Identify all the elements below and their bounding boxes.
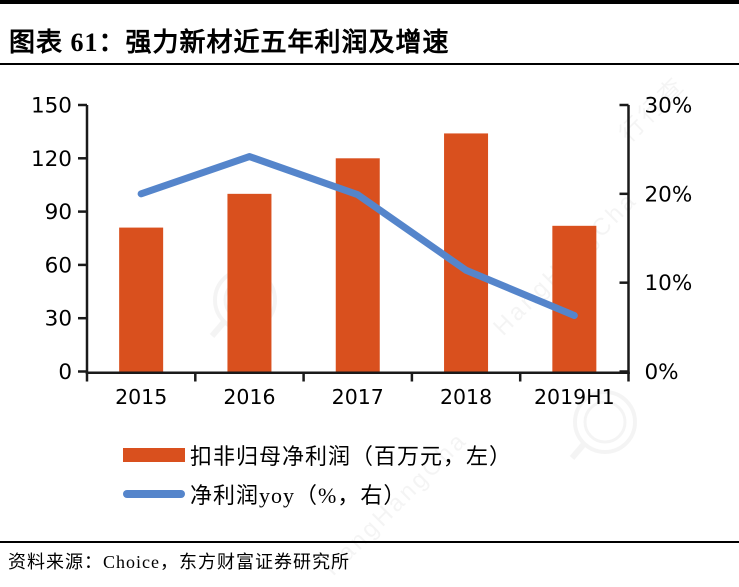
legend-line-swatch-icon [123, 490, 185, 498]
svg-text:150: 150 [31, 94, 72, 119]
axes [78, 103, 630, 382]
legend-bar-swatch-icon [123, 448, 185, 462]
source-note: 资料来源：Choice，东方财富证券研究所 [8, 552, 350, 572]
chart-title: 图表 61：强力新材近五年利润及增速 [9, 28, 450, 57]
footer-divider [0, 541, 739, 543]
svg-text:2019H1: 2019H1 [534, 385, 615, 409]
svg-text:30: 30 [45, 307, 72, 332]
bar-2016 [227, 193, 272, 372]
svg-text:20%: 20% [645, 182, 693, 207]
legend: 扣非归母净利润（百万元，左） 净利润yoy（%，右） [123, 440, 512, 509]
legend-item-yoy: 净利润yoy（%，右） [123, 479, 512, 509]
svg-text:90: 90 [45, 200, 72, 225]
svg-text:2015: 2015 [115, 385, 167, 409]
svg-text:120: 120 [31, 147, 72, 172]
svg-text:2017: 2017 [332, 385, 384, 409]
bar-series [119, 133, 597, 372]
svg-text:2016: 2016 [223, 385, 275, 409]
svg-text:0%: 0% [645, 360, 679, 385]
top-border [0, 0, 739, 4]
title-divider [0, 63, 739, 65]
profit-growth-chart: 0 30 60 90 120 150 0% 10% 20% 30% 2015 2016 2017 2018… [31, 94, 692, 410]
line-series [137, 153, 578, 320]
svg-text:60: 60 [45, 253, 72, 278]
svg-text:10%: 10% [645, 271, 693, 296]
svg-text:2018: 2018 [440, 385, 492, 409]
bar-2015 [119, 227, 164, 372]
legend-label: 净利润yoy（%，右） [190, 483, 407, 508]
plot-area: 0 30 60 90 120 150 0% 10% 20% 30% 2015 2016 2017 2018… [0, 85, 739, 425]
svg-text:30%: 30% [645, 94, 693, 119]
axis-labels: 0 30 60 90 120 150 0% 10% 20% 30% 2015 2016 2017 2018… [31, 94, 692, 410]
bar-2019H1 [552, 225, 597, 372]
svg-text:0: 0 [58, 360, 72, 385]
legend-label: 扣非归母净利润（百万元，左） [190, 444, 513, 469]
bar-2018 [444, 133, 489, 372]
legend-item-net-profit: 扣非归母净利润（百万元，左） [123, 440, 512, 470]
